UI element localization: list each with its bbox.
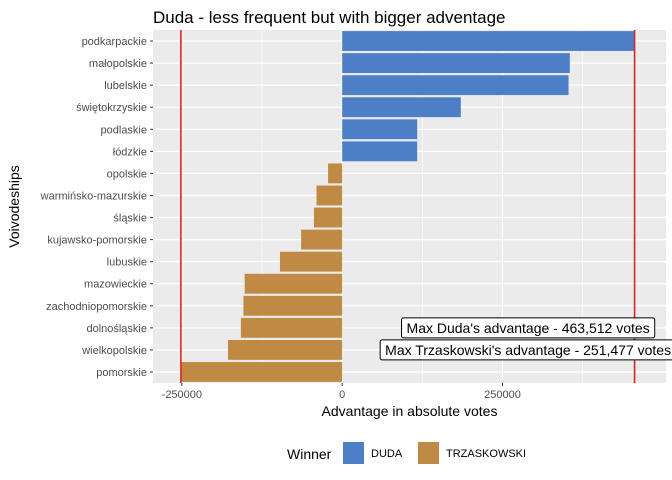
y-tick-label: opolskie (107, 168, 147, 180)
bar-kujawsko-pomorskie (301, 229, 343, 250)
y-tick-label: podkarpackie (82, 36, 147, 48)
bar-lubuskie (279, 251, 343, 272)
bar-podlaskie (342, 119, 418, 140)
bar-małopolskie (342, 53, 570, 74)
bar-dolnośląskie (240, 317, 343, 338)
legend-key-duda (343, 442, 364, 464)
y-tick-label: zachodniopomorskie (46, 301, 147, 313)
annotation-label: Max Trzaskowski's advantage - 251,477 vo… (385, 342, 671, 358)
y-tick-label: lubuskie (107, 257, 147, 269)
annotation-label: Max Duda's advantage - 463,512 votes (407, 320, 650, 336)
y-tick-label: łódzkie (113, 146, 147, 158)
y-tick-label: lubelskie (104, 80, 147, 92)
annotation-box (401, 317, 656, 339)
bar-zachodniopomorskie (243, 295, 343, 316)
bar-warmińsko-mazurskie (316, 185, 343, 206)
annotation-1: Max Trzaskowski's advantage - 251,477 vo… (379, 339, 672, 361)
legend-title: Winner (287, 446, 332, 462)
y-tick-label: kujawsko-pomorskie (47, 235, 147, 247)
y-axis-ticks: podkarpackie małopolskie lubelskie świętokr… (40, 36, 153, 379)
bar-mazowieckie (244, 273, 343, 294)
bar-pomorskie (180, 362, 343, 382)
x-axis-ticks: -250000 0 250000 (162, 383, 521, 401)
chart-title: Duda - less frequent but with bigger adv… (153, 8, 506, 27)
y-tick-label: wielkopolskie (81, 345, 147, 357)
bar-łódzkie (342, 141, 418, 162)
y-tick-label: małopolskie (89, 58, 147, 70)
annotation-box (379, 339, 672, 361)
y-tick-label: warmińsko-mazurskie (40, 190, 147, 202)
y-axis-title: Voivodeships (6, 165, 22, 248)
x-tick-label: 250000 (484, 389, 521, 401)
bar-świętokrzyskie (342, 97, 461, 118)
y-tick-label: podlaskie (101, 124, 147, 136)
y-tick-label: pomorskie (96, 367, 147, 379)
bar-podkarpackie (342, 31, 635, 51)
bar-śląskie (313, 207, 343, 228)
bar-opolskie (328, 163, 343, 184)
x-axis-title: Advantage in absolute votes (322, 403, 498, 419)
annotation-0: Max Duda's advantage - 463,512 votes (401, 317, 656, 339)
legend-label: TRZASKOWSKI (446, 448, 526, 460)
y-tick-label: śląskie (113, 213, 147, 225)
bars (180, 31, 635, 382)
legend-key-trzaskowski (418, 442, 439, 464)
legend: Winner DUDA TRZASKOWSKI (287, 442, 526, 464)
x-tick-label: -250000 (162, 389, 202, 401)
bar-lubelskie (342, 75, 569, 96)
bar-wielkopolskie (228, 339, 343, 360)
y-tick-label: świętokrzyskie (76, 102, 147, 114)
annotations: Max Duda's advantage - 463,512 votes Max … (379, 317, 672, 361)
legend-label: DUDA (371, 448, 403, 460)
x-tick-label: 0 (339, 389, 345, 401)
y-tick-label: mazowieckie (84, 279, 147, 291)
y-tick-label: dolnośląskie (86, 323, 147, 335)
